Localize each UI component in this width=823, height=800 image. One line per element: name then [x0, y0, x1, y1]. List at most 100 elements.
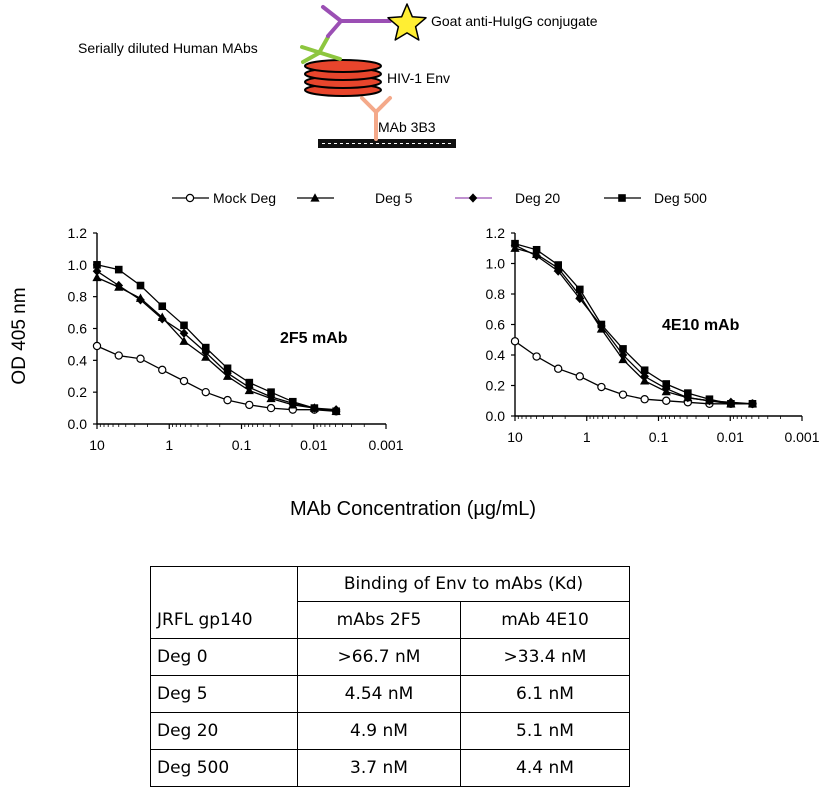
assay-diagram: MAb 3B3 HIV-1 Env Serially diluted Human…	[78, 3, 598, 148]
table-col-header: JRFL gp140	[150, 601, 298, 639]
data-point	[245, 400, 254, 410]
data-point	[662, 396, 671, 405]
data-point	[597, 382, 606, 392]
plate-surface	[318, 139, 456, 148]
table-cell: Deg 5	[150, 675, 298, 713]
table-cell: Deg 0	[150, 638, 298, 676]
legend-label: Mock Deg	[213, 190, 276, 206]
data-point	[114, 280, 124, 291]
data-point	[640, 395, 649, 404]
table-row: Deg 500 3.7 nM 4.4 nM	[150, 749, 630, 787]
x-tick-label: 1	[583, 429, 591, 445]
data-point	[727, 400, 735, 408]
x-tick-label: 0.001	[784, 429, 819, 445]
table-cell: 4.4 nM	[460, 749, 630, 787]
data-point	[267, 388, 275, 396]
data-point	[179, 328, 189, 338]
x-tick-label: 0.1	[649, 429, 669, 445]
data-point	[332, 407, 340, 416]
data-point	[179, 376, 189, 386]
data-point	[618, 350, 628, 360]
data-point	[288, 397, 297, 406]
y-tick-label: 0.4	[68, 352, 88, 368]
conjugate-label: Goat anti-HuIgG conjugate	[431, 13, 598, 29]
table-row: Deg 5 4.54 nM 6.1 nM	[150, 675, 630, 713]
data-point	[532, 245, 541, 254]
table-header-row: JRFL gp140 mAbs 2F5 mAb 4E10	[150, 601, 630, 639]
data-point	[223, 368, 232, 378]
env-label: HIV-1 Env	[387, 70, 450, 86]
human-mab-label: Serially diluted Human MAbs	[78, 40, 258, 56]
table-cell: 5.1 nM	[460, 712, 630, 750]
human-mab-icon	[300, 35, 342, 64]
data-point	[575, 293, 585, 304]
table-corner-cell	[150, 566, 298, 602]
y-tick-label: 0.0	[486, 408, 506, 424]
data-point	[136, 354, 145, 363]
x-axis-label: MAb Concentration (µg/mL)	[290, 498, 536, 520]
table-group-header: Binding of Env to mAbs (Kd)	[297, 566, 630, 602]
y-tick-label: 1.2	[486, 225, 506, 241]
series-line	[514, 340, 753, 405]
data-point	[510, 337, 520, 346]
data-point	[157, 314, 167, 324]
data-point	[553, 364, 563, 373]
enzyme-star-icon	[387, 3, 427, 41]
data-point	[92, 266, 102, 276]
table-cell: Deg 20	[150, 712, 298, 750]
chart-2f5: 0.0 0.2 0.4 0.6 0.8 1.0 1.2 10 1 0.1 0.01 0.001 2F5 …	[68, 225, 404, 453]
data-point	[662, 380, 671, 388]
table-cell: 6.1 nM	[460, 675, 630, 713]
y-tick-label: 0.8	[68, 289, 88, 305]
data-point	[575, 372, 584, 381]
series-line	[96, 345, 337, 412]
legend-marker	[310, 193, 320, 202]
y-tick-label: 0.6	[68, 321, 88, 337]
legend-marker	[468, 193, 478, 203]
data-point	[748, 400, 757, 408]
data-point	[92, 341, 102, 351]
capture-mab-icon	[360, 96, 392, 141]
capture-mab-label: MAb 3B3	[378, 119, 436, 135]
env-trimer-icon	[304, 59, 382, 97]
table-row: Deg 20 4.9 nM 5.1 nM	[150, 712, 630, 750]
data-point	[136, 281, 145, 290]
data-point	[136, 295, 145, 305]
data-point	[114, 265, 123, 274]
table-cell: Deg 500	[150, 749, 298, 787]
data-point	[158, 302, 167, 311]
legend-label: Deg 5	[375, 190, 413, 206]
y-tick-label: 0.6	[486, 317, 506, 333]
data-point	[640, 371, 649, 381]
data-point	[310, 404, 319, 412]
data-point	[597, 320, 606, 329]
data-point	[684, 389, 692, 397]
x-tick-label: 1	[165, 437, 173, 453]
kd-table: Binding of Env to mAbs (Kd) JRFL gp140 m…	[150, 566, 630, 787]
data-point	[114, 351, 123, 360]
y-axis-label: OD 405 nm	[9, 287, 30, 384]
table-cell: 4.9 nM	[297, 712, 461, 750]
data-point	[266, 392, 276, 402]
data-point	[223, 395, 232, 405]
y-tick-label: 0.2	[68, 384, 88, 400]
data-point	[223, 364, 232, 373]
data-point	[201, 387, 210, 397]
data-point	[640, 366, 649, 375]
data-point	[619, 345, 627, 353]
y-tick-label: 0.8	[486, 286, 506, 302]
y-tick-label: 0.2	[486, 378, 506, 394]
x-tick-label: 0.1	[232, 437, 252, 453]
legend-marker	[185, 193, 195, 203]
data-point	[158, 365, 167, 375]
table-cell: >33.4 nM	[460, 638, 630, 676]
table-cell: 3.7 nM	[297, 749, 461, 787]
data-point	[511, 239, 519, 248]
x-tick-label: 0.01	[300, 437, 327, 453]
data-point	[266, 403, 276, 413]
legend: Mock Deg Deg 5 Deg 20 Deg 500	[172, 190, 707, 206]
y-tick-label: 1.0	[486, 256, 506, 272]
table-row: Deg 0 >66.7 nM >33.4 nM	[150, 638, 630, 676]
table-cell: 4.54 nM	[297, 675, 461, 713]
